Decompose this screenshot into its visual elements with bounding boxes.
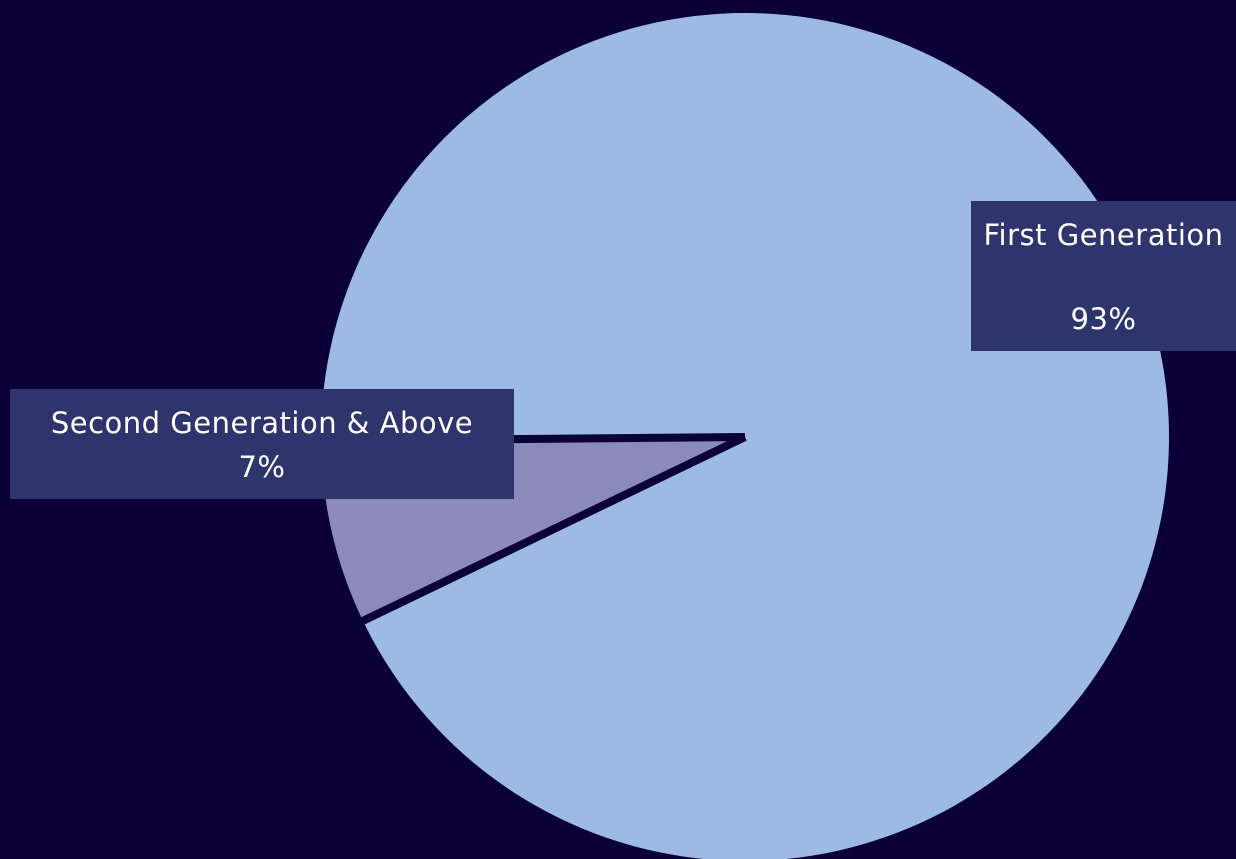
data-label-name: First Generation	[983, 218, 1224, 252]
data-label-value: 7%	[238, 450, 286, 484]
data-label-name: Second Generation & Above	[50, 406, 474, 440]
data-label-second-generation: Second Generation & Above 7%	[10, 389, 514, 499]
slice-separator-line	[307, 433, 747, 651]
data-label-value: 93%	[1070, 302, 1137, 336]
pie-slice-first-generation	[321, 13, 1169, 859]
data-label-first-generation: First Generation 93%	[971, 201, 1236, 351]
